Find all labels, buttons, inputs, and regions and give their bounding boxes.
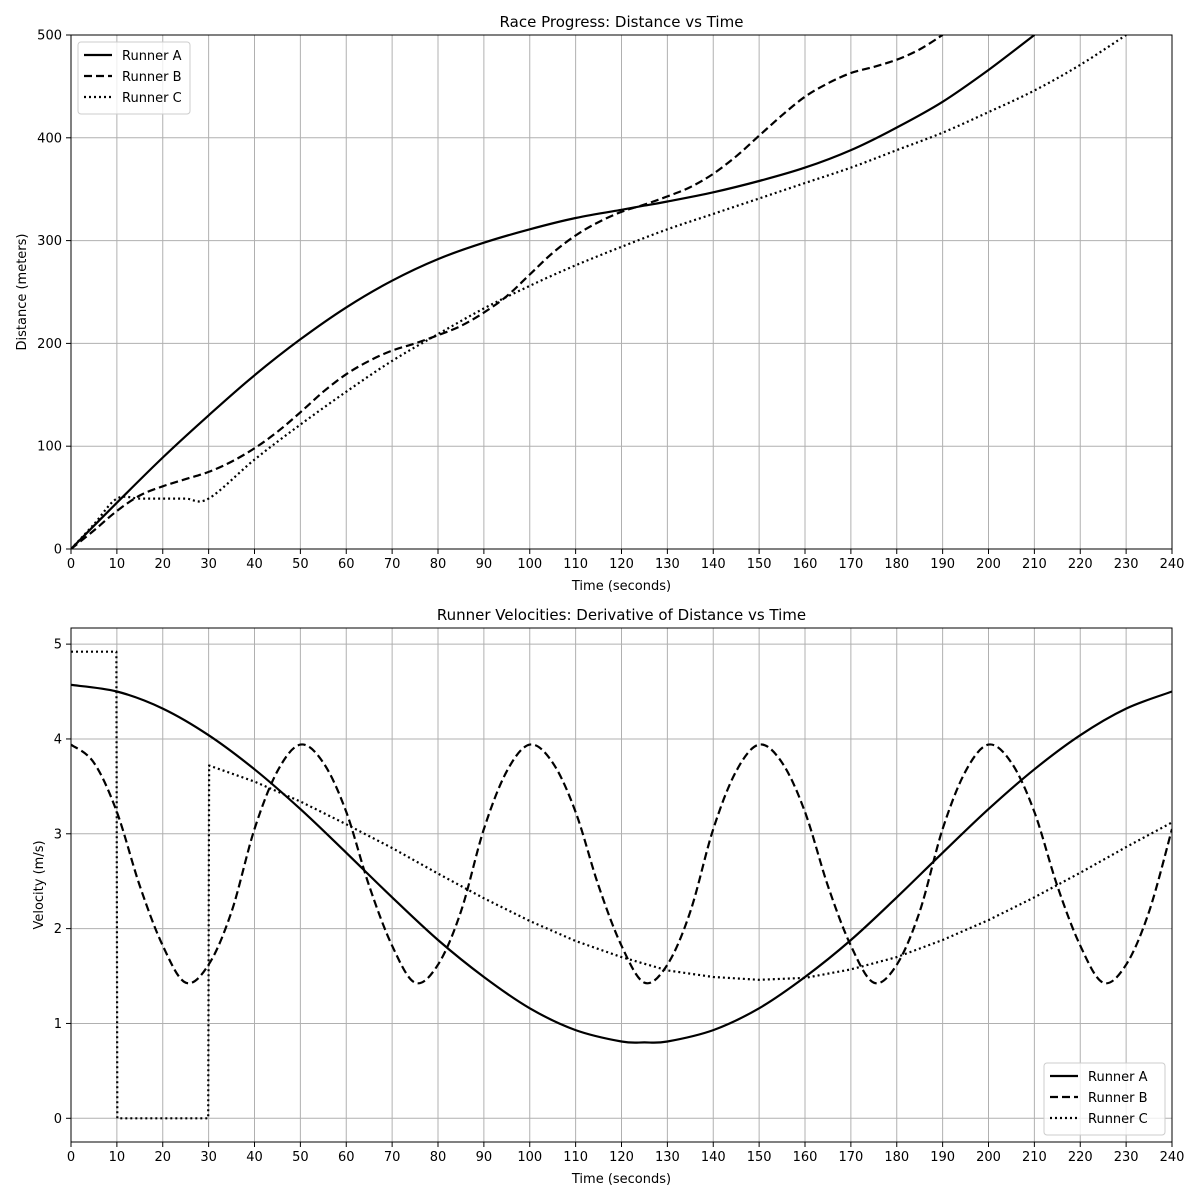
velocity-legend-label: Runner C (1088, 1112, 1148, 1127)
distance-x-axis-label: Time (seconds) (571, 579, 671, 594)
distance-x-tick-label: 220 (1068, 557, 1093, 572)
distance-chart-title: Race Progress: Distance vs Time (500, 13, 744, 31)
velocity-x-tick-label: 210 (1022, 1150, 1047, 1165)
velocity-y-ticks: 0 1 2 3 4 5 (54, 638, 71, 1127)
distance-x-tick-label: 0 (67, 557, 75, 572)
velocity-x-tick-label: 220 (1068, 1150, 1093, 1165)
distance-x-tick-label: 80 (430, 557, 447, 572)
distance-x-tick-label: 90 (476, 557, 493, 572)
distance-x-tick-label: 180 (884, 557, 909, 572)
distance-x-tick-label: 70 (384, 557, 401, 572)
distance-grid (71, 35, 1172, 549)
distance-legend-label: Runner B (122, 70, 182, 85)
distance-x-tick-label: 200 (976, 557, 1001, 572)
distance-x-tick-label: 60 (338, 557, 355, 572)
distance-y-tick-label: 100 (37, 440, 62, 455)
distance-x-tick-label: 190 (930, 557, 955, 572)
velocity-series-runner-b (71, 743, 1172, 985)
distance-legend-label: Runner C (122, 91, 182, 106)
distance-series-group (71, 35, 1127, 549)
velocity-y-tick-label: 5 (54, 638, 62, 653)
velocity-chart: 0 10 20 30 40 50 60 70 80 90 100 110 120 130 140 150 160… (32, 606, 1184, 1187)
velocity-x-tick-label: 80 (430, 1150, 447, 1165)
velocity-y-tick-label: 2 (54, 922, 62, 937)
distance-y-tick-label: 400 (37, 131, 62, 146)
distance-x-tick-label: 50 (292, 557, 309, 572)
velocity-y-tick-label: 4 (54, 732, 62, 747)
distance-x-tick-label: 40 (246, 557, 263, 572)
velocity-series-runner-a (71, 683, 1172, 1044)
velocity-legend: Runner A Runner B Runner C (1043, 1062, 1166, 1136)
velocity-x-axis-label: Time (seconds) (571, 1172, 671, 1187)
distance-series-runner-b (71, 35, 944, 549)
velocity-y-tick-label: 3 (54, 827, 62, 842)
velocity-grid (71, 628, 1172, 1142)
velocity-x-tick-label: 230 (1114, 1150, 1139, 1165)
velocity-series-group (71, 650, 1172, 1120)
distance-x-tick-label: 110 (563, 557, 588, 572)
velocity-x-tick-label: 50 (292, 1150, 309, 1165)
velocity-x-tick-label: 60 (338, 1150, 355, 1165)
distance-y-tick-label: 500 (37, 29, 62, 44)
velocity-x-tick-label: 110 (563, 1150, 588, 1165)
distance-x-tick-label: 160 (793, 557, 818, 572)
velocity-x-tick-label: 20 (154, 1150, 171, 1165)
velocity-y-tick-label: 1 (54, 1017, 62, 1032)
velocity-x-tick-label: 170 (838, 1150, 863, 1165)
distance-series-runner-c (71, 35, 1127, 549)
velocity-legend-label: Runner B (1088, 1091, 1148, 1106)
distance-legend: Runner A Runner B Runner C (77, 41, 191, 115)
distance-x-tick-label: 240 (1160, 557, 1185, 572)
velocity-x-tick-label: 40 (246, 1150, 263, 1165)
velocity-x-tick-label: 240 (1160, 1150, 1185, 1165)
velocity-x-tick-label: 180 (884, 1150, 909, 1165)
distance-x-tick-label: 20 (154, 557, 171, 572)
distance-legend-label: Runner A (122, 49, 182, 64)
distance-y-tick-label: 300 (37, 234, 62, 249)
velocity-x-tick-label: 150 (747, 1150, 772, 1165)
velocity-x-ticks: 0 10 20 30 40 50 60 70 80 90 100 110 120 130 140 150 160… (67, 1142, 1185, 1165)
velocity-x-tick-label: 30 (200, 1150, 217, 1165)
velocity-chart-title: Runner Velocities: Derivative of Distanc… (437, 606, 806, 624)
distance-y-tick-label: 0 (54, 543, 62, 558)
distance-x-tick-label: 170 (838, 557, 863, 572)
distance-x-tick-label: 130 (655, 557, 680, 572)
velocity-legend-box (1043, 1062, 1166, 1136)
distance-y-axis-label: Distance (meters) (15, 234, 30, 351)
distance-x-tick-label: 150 (747, 557, 772, 572)
distance-x-tick-label: 210 (1022, 557, 1047, 572)
velocity-x-tick-label: 130 (655, 1150, 680, 1165)
velocity-y-tick-label: 0 (54, 1112, 62, 1127)
velocity-x-tick-label: 90 (476, 1150, 493, 1165)
distance-y-ticks: 0 100 200 300 400 500 (37, 29, 71, 558)
velocity-x-tick-label: 190 (930, 1150, 955, 1165)
velocity-x-tick-label: 160 (793, 1150, 818, 1165)
velocity-x-tick-label: 200 (976, 1150, 1001, 1165)
velocity-x-tick-label: 100 (517, 1150, 542, 1165)
distance-x-tick-label: 140 (701, 557, 726, 572)
distance-y-tick-label: 200 (37, 337, 62, 352)
distance-series-runner-a (71, 35, 1036, 549)
distance-x-tick-label: 10 (109, 557, 126, 572)
velocity-x-tick-label: 0 (67, 1150, 75, 1165)
velocity-legend-label: Runner A (1088, 1070, 1148, 1085)
distance-x-tick-label: 120 (609, 557, 634, 572)
distance-x-tick-label: 30 (200, 557, 217, 572)
velocity-x-tick-label: 70 (384, 1150, 401, 1165)
velocity-x-tick-label: 140 (701, 1150, 726, 1165)
distance-x-ticks: 0 10 20 30 40 50 60 70 80 90 100 110 120 130 140 150 160… (67, 549, 1185, 572)
distance-x-tick-label: 100 (517, 557, 542, 572)
distance-chart: 0 10 20 30 40 50 60 70 80 90 100 110 120 130 140 150 160… (15, 13, 1184, 594)
velocity-x-tick-label: 120 (609, 1150, 634, 1165)
velocity-y-axis-label: Velocity (m/s) (32, 840, 47, 929)
velocity-x-tick-label: 10 (109, 1150, 126, 1165)
distance-x-tick-label: 230 (1114, 557, 1139, 572)
